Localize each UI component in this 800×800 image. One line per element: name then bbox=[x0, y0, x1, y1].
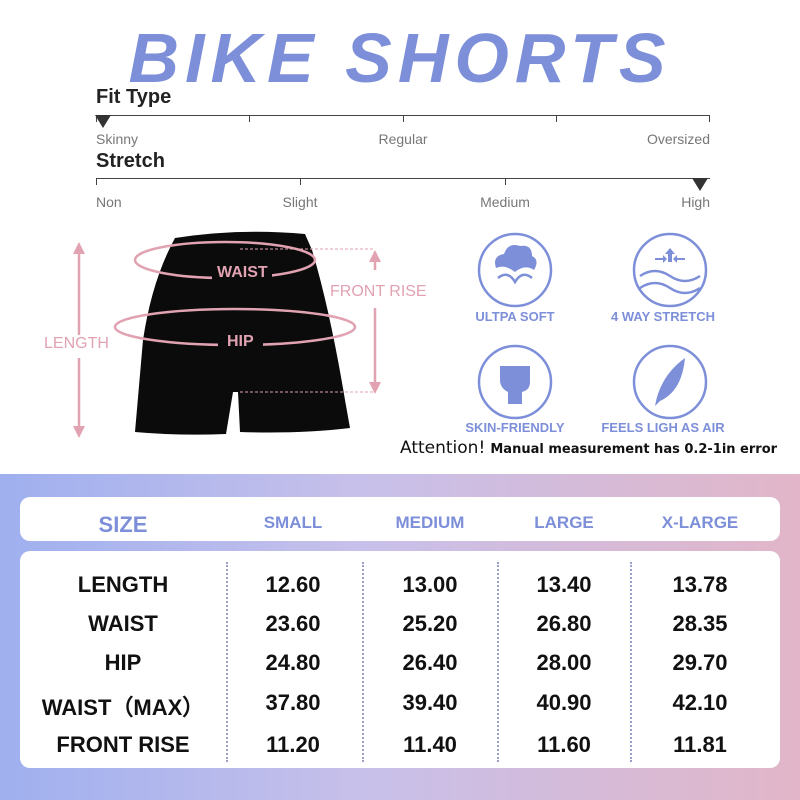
column-divider bbox=[497, 562, 499, 762]
fit-type-label: Fit Type bbox=[96, 86, 172, 108]
feature-label: SKIN-FRIENDLY bbox=[465, 420, 565, 435]
table-cell: 40.90 bbox=[536, 690, 592, 715]
row-label: HIP bbox=[104, 650, 142, 675]
hip-label: HIP bbox=[227, 333, 254, 350]
shorts-diagram bbox=[73, 231, 381, 438]
table-cell: 11.60 bbox=[537, 732, 591, 757]
table-cell: 39.40 bbox=[402, 690, 458, 715]
header-small: SMALL bbox=[263, 513, 323, 532]
size-table-header bbox=[20, 497, 780, 541]
feather-icon bbox=[632, 344, 708, 420]
fist-icon bbox=[477, 344, 553, 420]
table-cell: 25.20 bbox=[402, 611, 458, 636]
size-table-body bbox=[20, 551, 780, 768]
fit-option: Skinny bbox=[96, 131, 139, 147]
tick bbox=[403, 115, 404, 122]
stretch-marker-icon bbox=[692, 178, 708, 191]
table-cell: 37.80 bbox=[265, 690, 321, 715]
stretch-option: Non bbox=[96, 194, 122, 210]
tick bbox=[96, 178, 97, 185]
front-rise-label: FRONT RISE bbox=[330, 283, 427, 300]
table-cell: 13.40 bbox=[536, 572, 592, 597]
column-divider bbox=[630, 562, 632, 762]
fit-marker-icon bbox=[95, 115, 111, 128]
table-cell: 29.70 bbox=[672, 650, 728, 675]
feature-label: ULTPA SOFT bbox=[475, 309, 555, 324]
stretch-option: Medium bbox=[480, 194, 530, 210]
table-cell: 11.40 bbox=[403, 732, 457, 757]
attention-strong: Attention! bbox=[400, 438, 486, 458]
table-cell: 11.20 bbox=[266, 732, 320, 757]
cotton-icon bbox=[477, 232, 553, 308]
attention-text: Manual measurement has 0.2-1in error bbox=[490, 442, 778, 457]
row-label: FRONT RISE bbox=[56, 732, 190, 757]
table-cell: 13.00 bbox=[402, 572, 458, 597]
feature-label: 4 WAY STRETCH bbox=[610, 309, 716, 324]
header-medium: MEDIUM bbox=[395, 513, 465, 532]
column-divider bbox=[362, 562, 364, 762]
table-cell: 42.10 bbox=[672, 690, 728, 715]
stretch-label: Stretch bbox=[96, 150, 165, 172]
table-cell: 13.78 bbox=[672, 572, 728, 597]
fit-option: Oversized bbox=[646, 131, 710, 147]
feature-label: FEELS LIGH AS AIR bbox=[601, 420, 725, 435]
page-title: BIKE SHORTS bbox=[128, 19, 672, 97]
row-label: WAIST（MAX） bbox=[41, 695, 205, 720]
fit-option: Regular bbox=[378, 131, 428, 147]
stretch-scale bbox=[96, 178, 710, 179]
column-divider bbox=[226, 562, 228, 762]
length-label: LENGTH bbox=[44, 335, 109, 352]
stretch-icon bbox=[632, 232, 708, 308]
table-cell: 23.60 bbox=[265, 611, 321, 636]
header-size: SIZE bbox=[98, 512, 148, 537]
tick bbox=[249, 115, 250, 122]
tick bbox=[300, 178, 301, 185]
feature-icons bbox=[477, 232, 708, 420]
attention-note: Attention! Manual measurement has 0.2-1i… bbox=[400, 438, 777, 458]
table-cell: 12.60 bbox=[265, 572, 321, 597]
header-xlarge: X-LARGE bbox=[661, 513, 739, 532]
row-label: WAIST bbox=[88, 611, 158, 636]
table-cell: 11.81 bbox=[673, 732, 727, 757]
table-cell: 28.00 bbox=[536, 650, 592, 675]
table-cell: 24.80 bbox=[265, 650, 321, 675]
table-cell: 28.35 bbox=[672, 611, 728, 636]
row-label: LENGTH bbox=[77, 572, 169, 597]
stretch-option: High bbox=[681, 194, 710, 210]
waist-label: WAIST bbox=[217, 264, 268, 281]
tick bbox=[505, 178, 506, 185]
tick bbox=[709, 115, 710, 122]
tick bbox=[556, 115, 557, 122]
table-cell: 26.40 bbox=[402, 650, 458, 675]
header-large: LARGE bbox=[534, 513, 594, 532]
stretch-option: Slight bbox=[282, 194, 318, 210]
table-cell: 26.80 bbox=[536, 611, 592, 636]
